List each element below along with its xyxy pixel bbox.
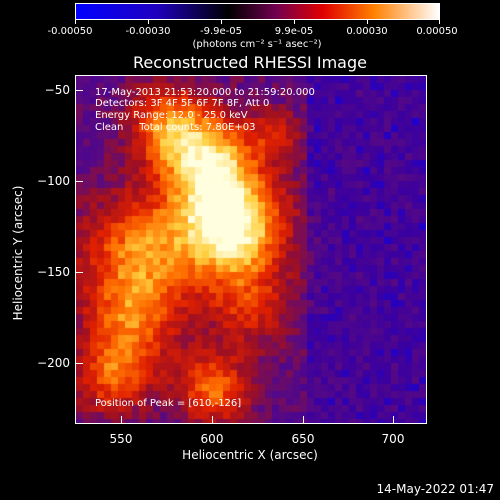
y-tick-mark [75,272,83,273]
y-tick-label: −50 [44,83,70,97]
x-tick-mark [121,416,122,424]
y-tick-label: −100 [37,174,70,188]
info-clean-counts: Clean Total counts: 7.80E+03 [95,122,256,133]
colorbar-tick-label: -0.00050 [47,26,93,37]
plot-area [75,75,427,424]
x-tick-mark [303,416,304,424]
x-tick-label: 600 [200,432,224,446]
colorbar [75,3,440,20]
colorbar-tick-label: -0.00030 [125,26,171,37]
info-detectors: Detectors: 3F 4F 5F 6F 7F 8F, Att 0 [95,98,270,109]
y-tick-mark [75,90,83,91]
y-tick-label: −200 [37,356,70,370]
y-tick-mark [75,363,83,364]
x-axis-label: Heliocentric X (arcsec) [182,448,318,462]
plot-title: Reconstructed RHESSI Image [133,53,367,72]
y-axis-label: Heliocentric Y (arcsec) [11,185,25,321]
colorbar-gradient [76,4,439,19]
footer-timestamp: 14-May-2022 01:47 [376,482,494,496]
colorbar-tick-label: -9.9e-05 [200,26,242,37]
x-tick-label: 700 [381,432,405,446]
colorbar-tick [75,20,76,24]
heatmap-image [76,76,426,423]
colorbar-tick [148,20,149,24]
colorbar-tick-label: 9.9e-05 [274,26,314,37]
colorbar-tick [439,20,440,24]
x-tick-mark [212,416,213,424]
info-energy-range: Energy Range: 12.0 - 25.0 keV [95,110,248,121]
info-date-range: 17-May-2013 21:53:20.000 to 21:59:20.000 [95,87,315,98]
info-peak-position: Position of Peak = [610,-126] [95,398,242,409]
y-tick-mark [75,181,83,182]
colorbar-tick [367,20,368,24]
x-tick-mark [393,416,394,424]
y-tick-label: −150 [37,265,70,279]
colorbar-tick [294,20,295,24]
colorbar-tick-label: 0.00050 [416,26,458,37]
x-tick-label: 650 [291,432,315,446]
colorbar-tick [221,20,222,24]
colorbar-unit: (photons cm⁻² s⁻¹ asec⁻²) [192,39,322,50]
colorbar-tick-label: 0.00030 [346,26,388,37]
x-tick-label: 550 [109,432,133,446]
